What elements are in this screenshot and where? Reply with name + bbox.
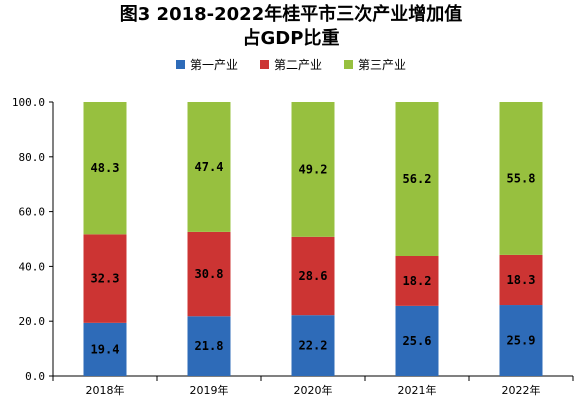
data-label: 25.6 bbox=[403, 334, 432, 348]
data-label: 18.3 bbox=[507, 273, 536, 287]
legend-label-primary: 第一产业 bbox=[189, 58, 238, 72]
bar-segment bbox=[499, 254, 543, 306]
bar-segment bbox=[187, 102, 231, 232]
y-tick-label: 80.0 bbox=[19, 151, 46, 164]
legend-swatch-primary bbox=[175, 60, 185, 69]
x-tick-label: 2022年 bbox=[502, 383, 541, 397]
legend: 第一产业 第二产业 第三产业 bbox=[0, 56, 582, 73]
legend-label-tertiary: 第三产业 bbox=[358, 58, 407, 72]
chart-subtitle: 占GDP比重 bbox=[242, 28, 340, 49]
y-tick-label: 100.0 bbox=[12, 96, 45, 109]
x-tick-label: 2018年 bbox=[86, 383, 125, 397]
legend-item-tertiary: 第三产业 bbox=[344, 56, 406, 73]
data-label: 49.2 bbox=[299, 162, 328, 176]
chart-title: 图3 2018-2022年桂平市三次产业增加值 bbox=[119, 4, 463, 25]
legend-item-secondary: 第二产业 bbox=[259, 56, 322, 73]
legend-swatch-tertiary bbox=[344, 60, 353, 69]
bar-segment bbox=[83, 234, 127, 323]
bar-segment bbox=[83, 322, 127, 376]
bar-segment bbox=[395, 102, 439, 256]
bar-segment bbox=[291, 315, 335, 376]
bar-segment bbox=[499, 305, 543, 376]
bar-segment bbox=[83, 102, 127, 235]
bar-segment bbox=[499, 102, 543, 255]
data-label: 28.6 bbox=[299, 269, 328, 283]
data-label: 48.3 bbox=[91, 161, 120, 175]
y-tick-label: 40.0 bbox=[19, 260, 46, 273]
bar-segment bbox=[187, 231, 231, 317]
bar-segment bbox=[291, 236, 335, 316]
data-label: 18.2 bbox=[403, 274, 432, 288]
x-tick-label: 2021年 bbox=[398, 383, 437, 397]
bar-segment bbox=[395, 305, 439, 376]
data-label: 47.4 bbox=[195, 160, 224, 174]
data-label: 22.2 bbox=[299, 339, 328, 353]
legend-item-primary: 第一产业 bbox=[175, 56, 238, 73]
bar-segment bbox=[291, 102, 335, 237]
bar-segment bbox=[187, 316, 231, 376]
x-tick-label: 2019年 bbox=[190, 383, 229, 397]
y-tick-label: 60.0 bbox=[19, 206, 46, 219]
y-tick-label: 0.0 bbox=[25, 370, 45, 383]
data-label: 21.8 bbox=[195, 339, 224, 353]
bar-segment bbox=[395, 255, 439, 306]
x-tick-label: 2020年 bbox=[294, 383, 333, 397]
legend-label-secondary: 第二产业 bbox=[273, 58, 322, 72]
data-label: 30.8 bbox=[195, 267, 224, 281]
data-label: 19.4 bbox=[91, 342, 120, 356]
data-label: 56.2 bbox=[403, 172, 432, 186]
legend-swatch-secondary bbox=[259, 60, 269, 69]
data-label: 32.3 bbox=[91, 272, 120, 286]
y-tick-label: 20.0 bbox=[19, 315, 46, 328]
data-label: 55.8 bbox=[507, 171, 536, 185]
data-label: 25.9 bbox=[507, 334, 536, 348]
